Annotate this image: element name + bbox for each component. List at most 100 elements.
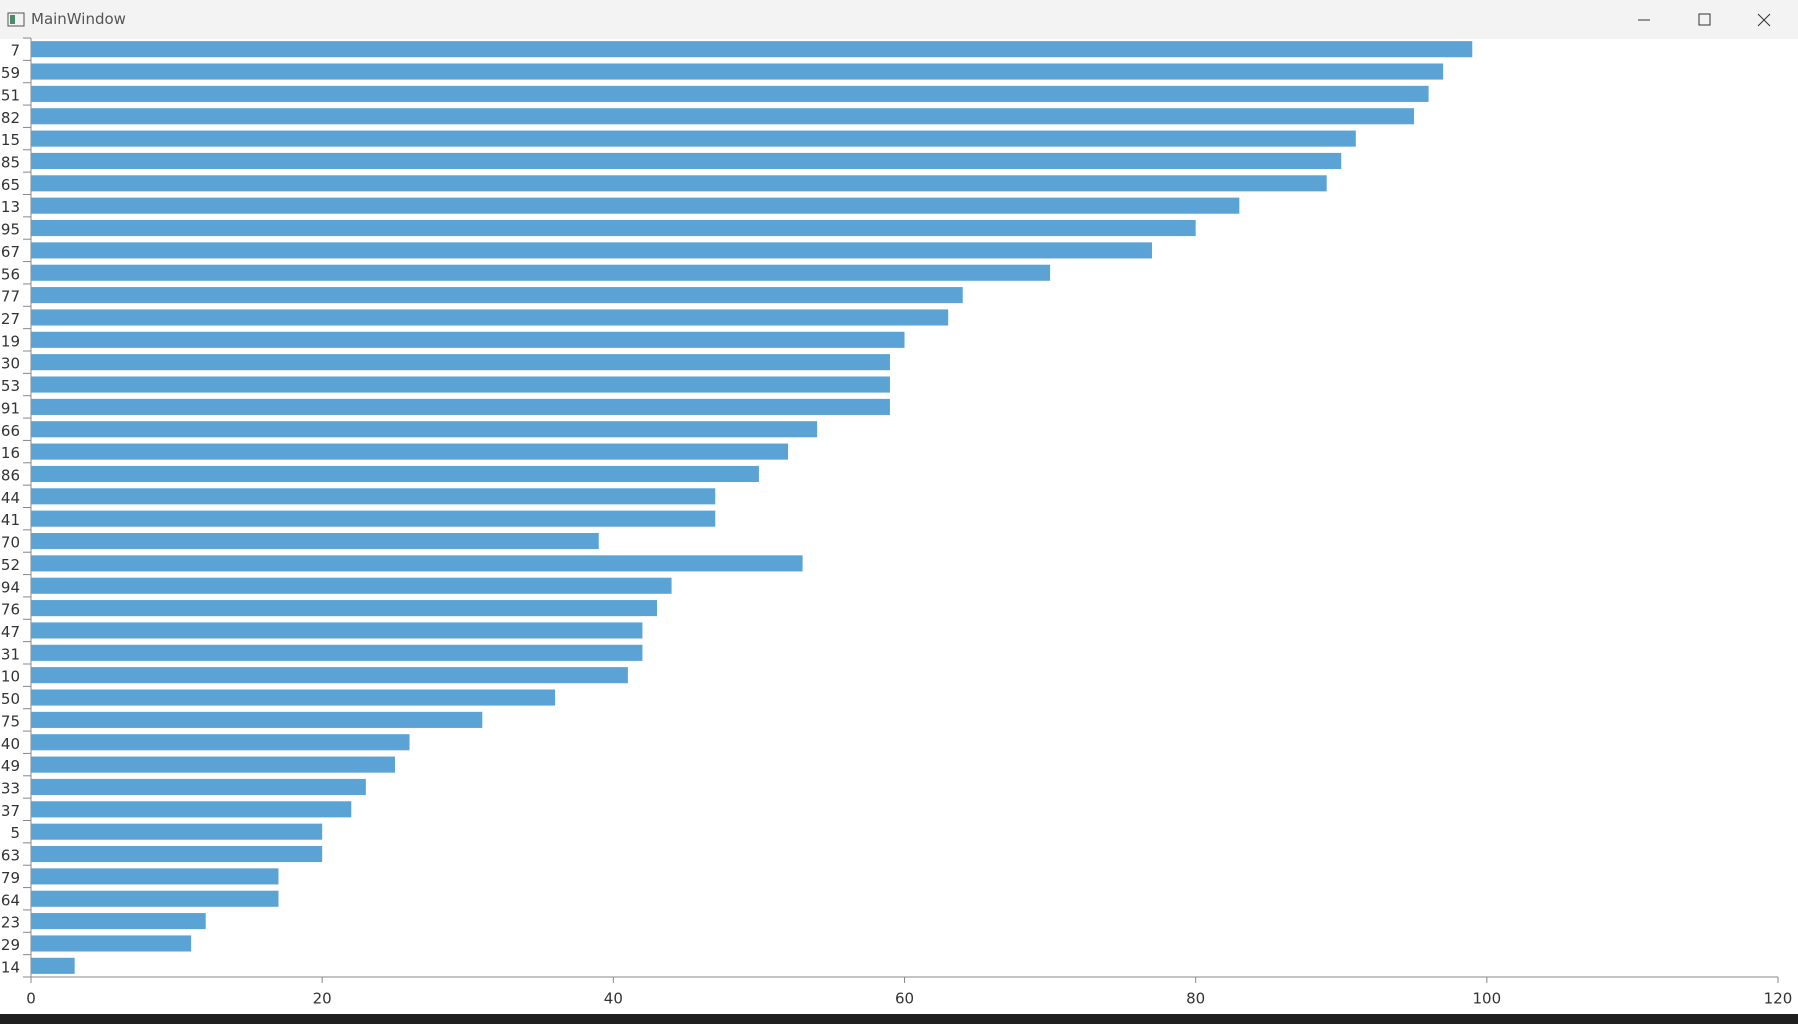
bar [31,421,818,438]
bar [31,309,949,326]
bar [31,287,963,304]
y-tick-label: 15 [1,131,20,149]
y-tick-label: 95 [1,221,20,239]
bar [31,644,643,661]
bar [31,63,1444,80]
y-tick-label: 51 [1,86,20,104]
x-tick-label: 120 [1764,990,1793,1008]
bar [31,242,1152,259]
title-bar: MainWindow [0,0,1798,39]
y-tick-label: 23 [1,914,20,932]
y-tick-label: 75 [1,712,20,730]
x-tick-label: 20 [313,990,332,1008]
y-tick-label: 67 [1,243,20,261]
y-tick-label: 79 [1,869,20,887]
bar [31,711,483,728]
bar [31,41,1473,58]
y-tick-label: 5 [10,824,20,842]
bar [31,600,658,617]
bar [31,667,628,684]
y-tick-label: 82 [1,109,20,127]
y-tick-label: 29 [1,936,20,954]
x-tick-label: 40 [604,990,623,1008]
bar [31,152,1342,170]
y-tick-label: 86 [1,466,20,484]
y-tick-label: 91 [1,399,20,417]
bar [31,756,395,773]
y-tick-label: 33 [1,779,20,797]
y-tick-label: 94 [1,578,20,596]
bar [31,354,890,371]
y-tick-label: 16 [1,444,20,462]
y-tick-label: 76 [1,601,20,619]
bar [31,510,716,527]
y-tick-label: 59 [1,64,20,82]
y-tick-label: 19 [1,332,20,350]
bar [31,443,789,460]
y-tick-label: 7 [10,42,20,60]
y-tick-label: 65 [1,176,20,194]
bar [31,219,1196,237]
x-tick-label: 100 [1473,990,1502,1008]
app-icon [7,12,25,27]
bar [31,734,410,751]
window-controls[interactable] [1598,0,1798,39]
y-tick-label: 85 [1,153,20,171]
bar [31,577,672,594]
maximize-button[interactable] [1698,13,1711,26]
bar [31,957,75,974]
y-tick-label: 53 [1,377,20,395]
bar [31,935,192,952]
y-tick-label: 56 [1,265,20,283]
y-tick-label: 37 [1,802,20,820]
bar [31,801,352,818]
window-title: MainWindow [31,10,126,28]
y-tick-label: 70 [1,534,20,552]
bar [31,689,556,706]
bar [31,488,716,505]
y-tick-label: 64 [1,891,20,909]
bar [31,555,803,572]
y-tick-label: 52 [1,556,20,574]
bar [31,823,323,840]
bar [31,398,890,415]
x-tick-label: 60 [895,990,914,1008]
x-tick-label: 80 [1186,990,1205,1008]
y-tick-label: 44 [1,489,20,507]
bar [31,890,279,907]
close-button[interactable] [1757,13,1771,27]
y-tick-label: 41 [1,511,20,529]
bar [31,108,1415,125]
y-tick-label: 47 [1,623,20,641]
bar [31,85,1429,102]
bar [31,778,366,796]
bar [31,331,905,348]
bar [31,175,1327,192]
y-tick-label: 31 [1,645,20,663]
bar [31,622,643,639]
y-tick-label: 63 [1,847,20,865]
x-tick-label: 0 [26,990,36,1008]
bar [31,913,206,930]
bar [31,868,279,885]
y-tick-label: 14 [1,958,20,976]
bar [31,376,890,393]
y-tick-label: 27 [1,310,20,328]
bar [31,465,759,483]
bar [31,532,599,550]
y-tick-label: 77 [1,288,20,306]
bar [31,264,1051,281]
y-tick-label: 30 [1,355,20,373]
y-tick-label: 13 [1,198,20,216]
bar [31,197,1240,214]
y-tick-label: 10 [1,668,20,686]
bar [31,845,323,863]
y-tick-label: 49 [1,757,20,775]
bar [31,130,1356,147]
y-tick-label: 50 [1,690,20,708]
y-tick-label: 66 [1,422,20,440]
y-tick-label: 40 [1,735,20,753]
